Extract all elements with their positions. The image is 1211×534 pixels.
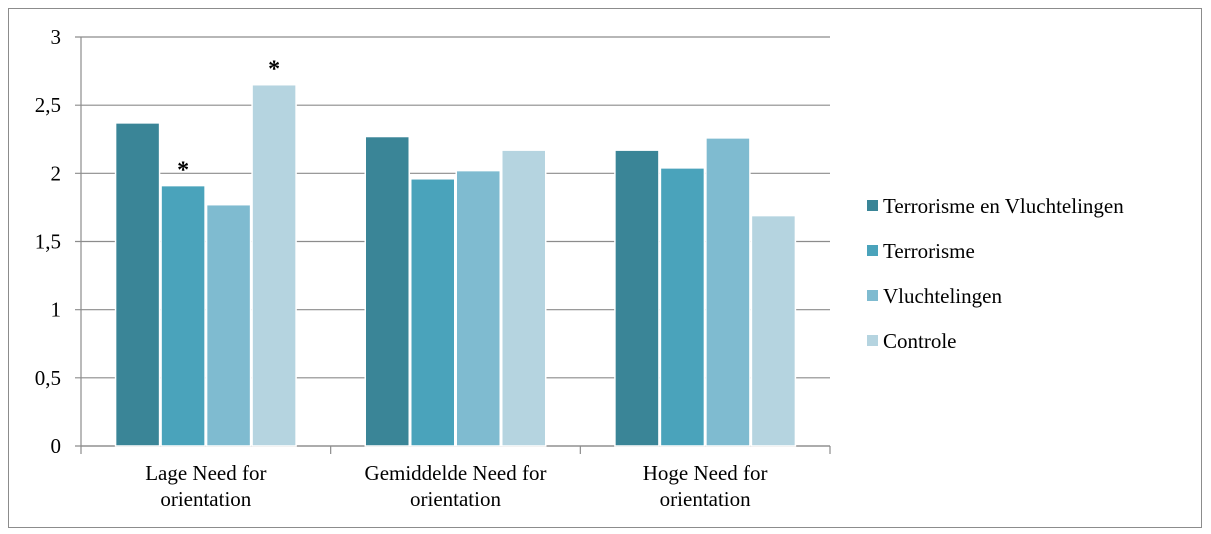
significance-marker: * <box>268 57 280 83</box>
bar <box>410 178 456 447</box>
bar <box>364 135 410 447</box>
bar <box>114 122 161 447</box>
x-category-label: Gemiddelde Need for <box>365 461 547 485</box>
legend-swatch <box>867 245 878 256</box>
bar <box>659 167 706 447</box>
x-category-label: orientation <box>660 487 751 511</box>
y-tick-label: 0 <box>51 434 62 458</box>
legend-swatch <box>867 335 878 346</box>
bar-chart: 00,511,522,53**Lage Need fororientationG… <box>35 25 1124 511</box>
bar <box>614 149 660 447</box>
x-category-label: orientation <box>410 487 501 511</box>
legend-swatch <box>867 290 878 301</box>
y-tick-label: 3 <box>51 25 62 49</box>
x-category-label: Lage Need for <box>145 461 266 485</box>
bar <box>205 203 252 447</box>
chart-frame: 0 0,5 1 1,5 2 2,5 3 * * Lage Need for orientation G… <box>8 8 1202 528</box>
bar <box>455 169 501 447</box>
legend-label: Terrorisme <box>883 239 975 263</box>
legend-label: Terrorisme en Vluchtelingen <box>883 194 1124 218</box>
y-tick-label: 2,5 <box>35 93 61 117</box>
significance-marker: * <box>177 158 189 184</box>
bar <box>750 214 797 447</box>
bar <box>160 184 206 447</box>
bar <box>251 83 297 447</box>
legend-label: Vluchtelingen <box>883 284 1002 308</box>
y-tick-label: 2 <box>51 161 62 185</box>
bar <box>705 137 751 447</box>
y-tick-label: 1 <box>51 298 62 322</box>
x-category-label: Hoge Need for <box>643 461 768 485</box>
legend-swatch <box>867 200 878 211</box>
legend-label: Controle <box>883 329 957 353</box>
bar <box>501 149 547 447</box>
x-category-label: orientation <box>160 487 251 511</box>
y-tick-label: 1,5 <box>35 230 61 254</box>
y-tick-label: 0,5 <box>35 366 61 390</box>
